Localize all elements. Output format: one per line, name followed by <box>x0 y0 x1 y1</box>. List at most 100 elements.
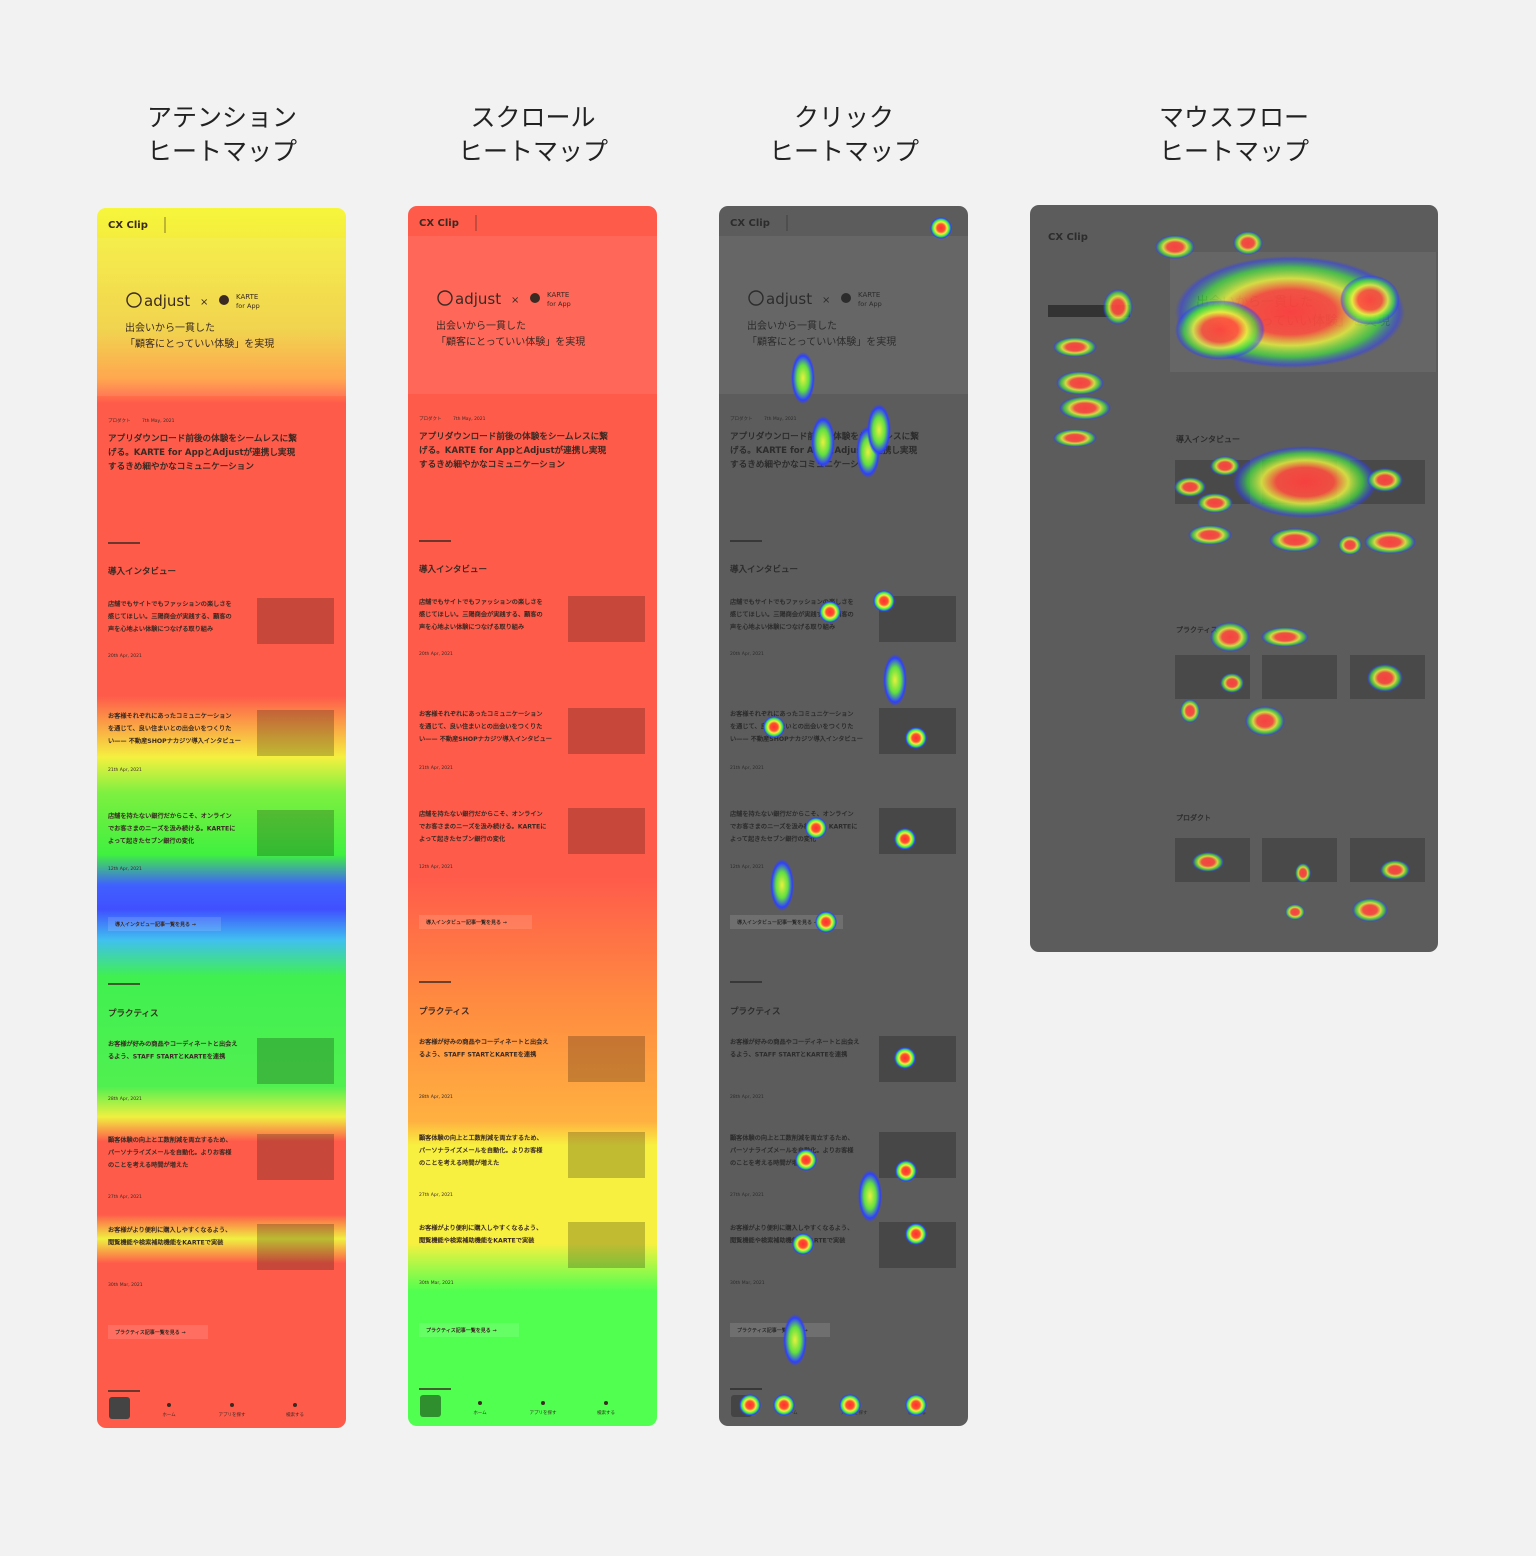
thumbnail <box>568 808 645 854</box>
nav-icon <box>604 1401 608 1405</box>
text: 30th Mar, 2021 <box>730 1280 765 1286</box>
text: 7th May, 2021 <box>764 416 797 422</box>
text: お客様がより便利に購入しやすくなるよう、 <box>419 1224 542 1232</box>
thumbnail <box>257 1224 334 1270</box>
text: よって起きたセブン銀行の変化 <box>419 835 506 843</box>
text: 「顧客にとっていい体験」を実現 <box>436 335 585 348</box>
text: よって起きたセブン銀行の変化 <box>730 835 817 843</box>
text: プロダクト <box>108 417 131 424</box>
text: KARTE <box>236 293 258 301</box>
panel-title: ヒートマップ <box>147 137 297 166</box>
thumbnail <box>879 1036 956 1082</box>
mouse-heat <box>1192 852 1224 872</box>
text: るよう、STAFF STARTとKARTEを連携 <box>108 1053 226 1061</box>
text: でお客さまのニーズを汲み続ける。KARTEに <box>419 823 546 831</box>
text: プロダクト <box>419 415 442 422</box>
text: 21th Apr, 2021 <box>730 765 764 771</box>
text: 閲覧機能や検索補助機能をKARTEで実装 <box>419 1237 535 1245</box>
text: お客様が好みの商品やコーディネートと出会え <box>419 1038 549 1046</box>
text: プロダクト <box>1176 813 1211 822</box>
text: お客様がより便利に購入しやすくなるよう、 <box>108 1226 231 1234</box>
text: のことを考える時間が増えた <box>419 1159 499 1167</box>
text: 27th Apr, 2021 <box>419 1192 453 1198</box>
text: を通じて、良い住まいとの出会いをつくりた <box>108 725 231 733</box>
text: adjust <box>455 290 501 308</box>
text: 28th Apr, 2021 <box>419 1094 453 1100</box>
text: 感じてほしい。三陽商会が実践する、顧客の <box>729 611 854 619</box>
mouse-heat <box>1233 446 1377 518</box>
panel-background <box>1030 205 1438 952</box>
text: 27th Apr, 2021 <box>730 1192 764 1198</box>
text: い—— 不動産SHOPナカジツ導入インタビュー <box>419 735 552 743</box>
panel-title: スクロール <box>470 103 595 132</box>
click-spot <box>792 1233 814 1255</box>
text: 感じてほしい。三陽商会が実践する、顧客の <box>418 611 543 619</box>
text: KARTE <box>858 291 880 299</box>
thumbnail <box>568 596 645 642</box>
mouse-heat <box>1364 530 1416 554</box>
mouse-heat <box>1175 300 1265 360</box>
text: プラクティス <box>419 1006 470 1017</box>
thumbnail <box>568 1132 645 1178</box>
text: 20th Apr, 2021 <box>419 651 453 657</box>
text: 12th Apr, 2021 <box>730 864 764 870</box>
mouse-heat <box>1197 493 1233 513</box>
text: × <box>511 295 519 306</box>
click-spot <box>905 727 927 749</box>
thumbnail <box>568 708 645 754</box>
text: CX Clip <box>419 218 459 229</box>
thumbnail <box>879 1132 956 1178</box>
text: プラクティス記事一覧を見る → <box>737 1327 808 1334</box>
text: 閲覧機能や検索補助機能をKARTEで実装 <box>108 1239 224 1247</box>
text: 顧客体験の向上と工数削減を両立するため、 <box>419 1134 543 1142</box>
text: 店舗を持たない銀行だからこそ、オンライン <box>730 810 854 818</box>
text: るよう、STAFF STARTとKARTEを連携 <box>419 1051 537 1059</box>
text: 12th Apr, 2021 <box>108 866 142 872</box>
text: 20th Apr, 2021 <box>108 653 142 659</box>
mouse-heat <box>1056 371 1104 395</box>
text: するきめ細やかなコミュニケーション <box>419 458 565 470</box>
text: 21th Apr, 2021 <box>419 765 453 771</box>
text: 店舗を持たない銀行だからこそ、オンライン <box>419 810 543 818</box>
text: 導入インタビュー <box>730 564 798 575</box>
text: を通じて、良い住まいとの出会いをつくりた <box>419 723 542 731</box>
mouse-heat <box>1180 699 1200 723</box>
mouse-heat <box>1059 396 1111 420</box>
text: アプリダウンロード前後の体験をシームレスに繋 <box>419 430 608 442</box>
text: 12th Apr, 2021 <box>419 864 453 870</box>
nav-icon <box>293 1403 297 1407</box>
text: アプリを探す <box>219 1411 246 1418</box>
panel-background <box>408 206 657 1426</box>
text: 7th May, 2021 <box>142 418 175 424</box>
text: CX Clip <box>108 220 148 231</box>
nav-icon <box>541 1401 545 1405</box>
thumbnail <box>568 1036 645 1082</box>
text: でお客さまのニーズを汲み続ける。KARTEに <box>730 823 857 831</box>
panel-title: ヒートマップ <box>769 137 919 166</box>
hero-area <box>719 236 968 394</box>
click-spot <box>894 1047 916 1069</box>
panel-title: ヒートマップ <box>458 137 608 166</box>
mouse-heat <box>1340 275 1400 325</box>
text: 声を心地よい体験につなげる取り組み <box>418 623 525 631</box>
mouse-heat <box>1053 337 1097 357</box>
text: ホーム <box>162 1412 176 1418</box>
text: するきめ細やかなコミュニケーション <box>108 460 254 472</box>
text: 導入インタビュー <box>419 564 487 575</box>
text: プラクティス記事一覧を見る → <box>426 1327 497 1334</box>
nav-icon <box>478 1401 482 1405</box>
text: お客様が好みの商品やコーディネートと出会え <box>730 1038 860 1046</box>
menu-button <box>109 1397 130 1419</box>
thumbnail <box>879 808 956 854</box>
logo-icon <box>748 290 764 306</box>
panel-background <box>97 208 346 1428</box>
text: adjust <box>766 290 812 308</box>
logo-icon <box>841 293 851 303</box>
text: 21th Apr, 2021 <box>108 767 142 773</box>
text: でお客さまのニーズを汲み続ける。KARTEに <box>108 825 235 833</box>
text: のことを考える時間が増えた <box>108 1161 188 1169</box>
click-spot <box>930 217 952 239</box>
text: 20th Apr, 2021 <box>730 651 764 657</box>
mouse-heat <box>1338 535 1362 555</box>
button <box>730 915 843 929</box>
